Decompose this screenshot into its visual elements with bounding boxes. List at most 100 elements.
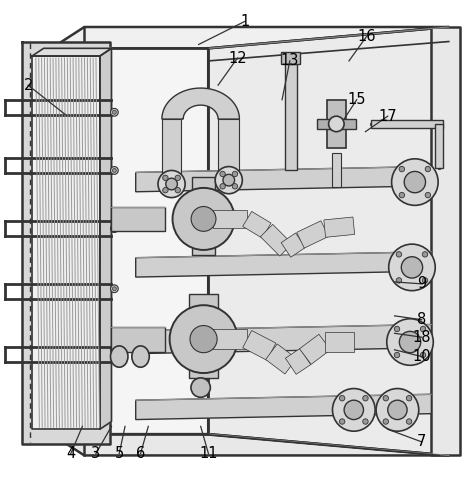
Ellipse shape xyxy=(223,174,235,186)
Circle shape xyxy=(220,184,225,189)
Polygon shape xyxy=(300,334,330,365)
Polygon shape xyxy=(331,153,341,187)
Circle shape xyxy=(420,326,426,332)
Polygon shape xyxy=(32,56,100,429)
Polygon shape xyxy=(213,210,247,228)
Circle shape xyxy=(190,325,217,353)
Ellipse shape xyxy=(388,400,407,420)
Text: 10: 10 xyxy=(412,349,431,364)
Polygon shape xyxy=(51,27,449,48)
Text: 5: 5 xyxy=(115,446,124,461)
Polygon shape xyxy=(327,100,346,148)
Polygon shape xyxy=(136,252,431,277)
Text: 1: 1 xyxy=(241,14,250,29)
Circle shape xyxy=(394,326,400,332)
Polygon shape xyxy=(162,119,181,182)
Circle shape xyxy=(399,192,405,198)
Circle shape xyxy=(394,352,400,358)
Ellipse shape xyxy=(215,167,242,194)
Polygon shape xyxy=(32,48,111,56)
Ellipse shape xyxy=(376,388,419,431)
Polygon shape xyxy=(435,124,443,168)
Polygon shape xyxy=(281,52,301,64)
Circle shape xyxy=(191,378,210,397)
Circle shape xyxy=(110,167,118,174)
Text: 16: 16 xyxy=(357,29,376,44)
Circle shape xyxy=(173,188,235,250)
Polygon shape xyxy=(111,326,165,352)
Text: 18: 18 xyxy=(412,330,431,345)
Polygon shape xyxy=(136,394,431,420)
Text: 15: 15 xyxy=(347,92,366,107)
Circle shape xyxy=(422,278,428,283)
Circle shape xyxy=(406,395,412,401)
Ellipse shape xyxy=(132,346,149,367)
Polygon shape xyxy=(324,217,355,237)
Polygon shape xyxy=(325,332,354,352)
Circle shape xyxy=(339,395,345,401)
Polygon shape xyxy=(51,48,209,434)
Polygon shape xyxy=(22,42,109,444)
Circle shape xyxy=(110,346,118,354)
Polygon shape xyxy=(100,48,111,429)
Circle shape xyxy=(175,175,181,181)
Circle shape xyxy=(383,395,389,401)
Circle shape xyxy=(363,395,368,401)
Circle shape xyxy=(339,419,345,424)
Circle shape xyxy=(406,419,412,424)
Text: 8: 8 xyxy=(417,312,426,327)
Polygon shape xyxy=(281,233,305,257)
Ellipse shape xyxy=(389,244,435,291)
Text: 6: 6 xyxy=(136,446,145,461)
Circle shape xyxy=(232,184,237,189)
Ellipse shape xyxy=(344,400,364,420)
Circle shape xyxy=(396,251,401,257)
Text: 12: 12 xyxy=(228,51,247,65)
Circle shape xyxy=(232,171,237,177)
Polygon shape xyxy=(243,330,276,360)
Ellipse shape xyxy=(332,388,375,431)
Circle shape xyxy=(110,225,118,233)
Circle shape xyxy=(191,206,216,231)
Polygon shape xyxy=(297,221,328,248)
Circle shape xyxy=(110,285,118,293)
Circle shape xyxy=(396,278,401,283)
Ellipse shape xyxy=(110,346,128,367)
Circle shape xyxy=(112,348,116,352)
Text: 7: 7 xyxy=(417,434,426,449)
Ellipse shape xyxy=(404,172,426,193)
Polygon shape xyxy=(209,27,449,455)
Ellipse shape xyxy=(392,159,438,205)
Ellipse shape xyxy=(387,319,433,365)
Polygon shape xyxy=(136,324,431,354)
Text: 17: 17 xyxy=(378,109,397,124)
Polygon shape xyxy=(431,27,460,455)
Text: 9: 9 xyxy=(417,276,426,291)
Ellipse shape xyxy=(166,178,177,190)
Polygon shape xyxy=(51,434,449,455)
Polygon shape xyxy=(218,119,239,177)
Circle shape xyxy=(110,109,118,116)
Circle shape xyxy=(328,116,344,131)
Text: 2: 2 xyxy=(23,78,33,93)
Polygon shape xyxy=(285,349,311,374)
Circle shape xyxy=(383,419,389,424)
Text: 11: 11 xyxy=(199,446,218,461)
Polygon shape xyxy=(213,329,247,349)
Circle shape xyxy=(175,187,181,193)
Circle shape xyxy=(112,169,116,173)
Polygon shape xyxy=(192,177,215,255)
Polygon shape xyxy=(111,207,165,231)
Circle shape xyxy=(425,166,430,172)
Polygon shape xyxy=(243,211,271,238)
Polygon shape xyxy=(136,167,431,192)
Polygon shape xyxy=(189,294,218,378)
Circle shape xyxy=(420,352,426,358)
Polygon shape xyxy=(285,64,297,171)
Text: 4: 4 xyxy=(66,446,75,461)
Text: 3: 3 xyxy=(91,446,100,461)
Ellipse shape xyxy=(158,171,185,197)
Ellipse shape xyxy=(401,257,423,278)
Circle shape xyxy=(425,192,430,198)
Circle shape xyxy=(363,419,368,424)
